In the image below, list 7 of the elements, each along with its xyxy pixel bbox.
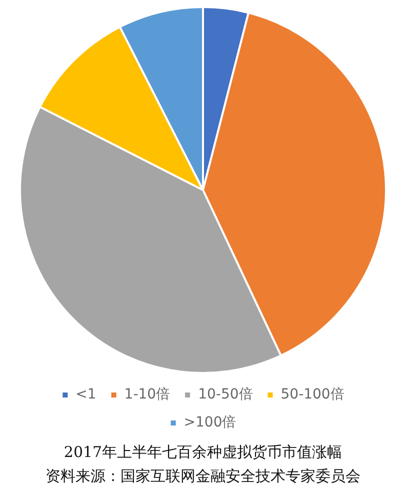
text: 2017年上半年七百余种虚拟货币市值涨幅 — [62, 442, 344, 463]
legend-label: <1 — [76, 386, 96, 403]
text: 资料来源：国家互联网金融安全技术专家委员会 — [44, 466, 362, 487]
legend-label: 50-100倍 — [280, 386, 344, 403]
legend-label: 10-50倍 — [198, 386, 253, 403]
legend-label: 1-10倍 — [124, 386, 170, 403]
legend-label: >100倍 — [184, 414, 236, 431]
